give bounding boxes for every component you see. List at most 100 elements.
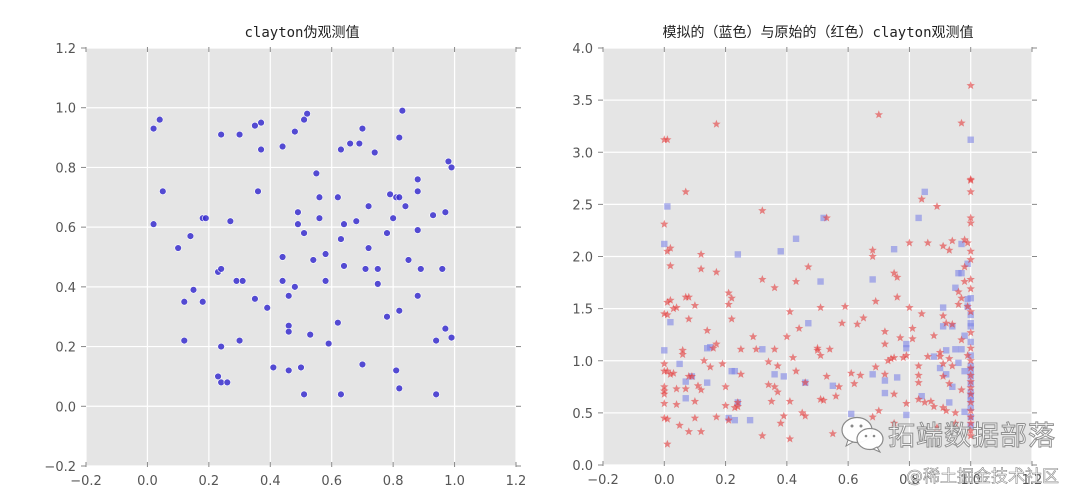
x-tick-label: 0.6 — [321, 474, 342, 489]
y-tick-label: 0.4 — [55, 281, 76, 296]
data-point — [957, 118, 966, 127]
data-point — [871, 362, 880, 371]
data-point — [321, 277, 330, 285]
data-point — [746, 416, 754, 424]
data-point — [712, 119, 721, 128]
data-point — [785, 434, 795, 443]
data-point — [819, 396, 828, 404]
data-point — [189, 286, 198, 294]
data-point — [364, 244, 373, 252]
data-point — [712, 412, 721, 421]
data-point — [398, 106, 407, 115]
data-point — [856, 370, 865, 379]
data-point — [949, 323, 956, 330]
data-point — [727, 314, 736, 323]
data-point — [964, 260, 971, 267]
data-point — [948, 236, 957, 245]
data-point — [923, 352, 932, 361]
data-point — [736, 369, 746, 378]
data-point — [908, 324, 917, 332]
data-point — [712, 267, 721, 276]
data-point — [816, 351, 825, 360]
data-point — [926, 397, 936, 405]
data-point — [334, 318, 342, 327]
data-point — [932, 423, 942, 431]
data-point — [874, 406, 883, 415]
data-point — [414, 226, 422, 234]
data-point — [889, 418, 899, 427]
data-point — [967, 323, 974, 330]
data-point — [847, 368, 856, 377]
data-point — [923, 238, 932, 247]
data-point — [672, 303, 681, 312]
data-point — [874, 110, 883, 119]
data-point — [383, 313, 391, 321]
data-point — [967, 422, 974, 429]
data-point — [918, 392, 925, 400]
y-tick-label: 1.2 — [55, 42, 76, 57]
data-point — [935, 352, 945, 361]
data-point — [880, 327, 890, 336]
data-point — [804, 262, 813, 271]
y-tick-label: 0.6 — [55, 221, 76, 236]
data-point — [914, 361, 923, 370]
data-point — [263, 304, 271, 312]
data-point — [816, 303, 825, 312]
data-point — [948, 319, 957, 328]
data-point — [202, 214, 210, 222]
data-point — [893, 374, 901, 381]
data-point — [961, 367, 968, 375]
data-point — [868, 412, 877, 421]
data-point — [792, 235, 800, 242]
data-point — [294, 220, 302, 228]
data-point — [967, 136, 974, 143]
data-point — [966, 275, 975, 283]
watermark-sub-text: @稀土掘金技术社区 — [906, 467, 1060, 488]
data-point — [675, 421, 684, 429]
data-point — [660, 309, 669, 318]
data-point — [364, 202, 373, 210]
data-point — [902, 399, 911, 408]
data-point — [214, 372, 222, 381]
data-point — [432, 390, 440, 399]
data-point — [893, 292, 902, 301]
data-point — [869, 276, 876, 283]
data-point — [681, 187, 690, 196]
y-tick-label: 1.5 — [572, 303, 593, 318]
data-point — [254, 187, 262, 196]
data-point — [776, 418, 785, 427]
data-point — [441, 324, 450, 333]
y-tick-label: 2.0 — [572, 251, 593, 266]
data-point — [848, 410, 855, 418]
data-point — [966, 328, 975, 337]
data-point — [942, 406, 951, 415]
data-point — [966, 284, 975, 293]
data-point — [939, 403, 948, 412]
data-point — [666, 369, 675, 378]
data-point — [929, 402, 939, 411]
data-point — [945, 245, 954, 254]
data-point — [156, 115, 164, 124]
data-point — [801, 378, 810, 387]
data-point — [660, 399, 669, 408]
data-point — [837, 318, 847, 327]
data-point — [395, 307, 403, 315]
data-point — [269, 363, 278, 372]
data-point — [667, 318, 674, 326]
data-point — [696, 250, 706, 258]
data-point — [703, 379, 711, 386]
data-point — [297, 363, 305, 372]
data-point — [682, 378, 689, 385]
data-point — [404, 256, 413, 264]
data-point — [663, 414, 672, 423]
data-point — [770, 344, 779, 353]
data-point — [395, 133, 403, 142]
data-point — [966, 406, 975, 415]
data-point — [966, 389, 975, 398]
data-point — [840, 302, 850, 311]
data-point — [764, 357, 773, 366]
data-point — [718, 359, 727, 368]
data-point — [278, 142, 287, 151]
data-point — [149, 124, 158, 133]
data-point — [690, 397, 700, 405]
